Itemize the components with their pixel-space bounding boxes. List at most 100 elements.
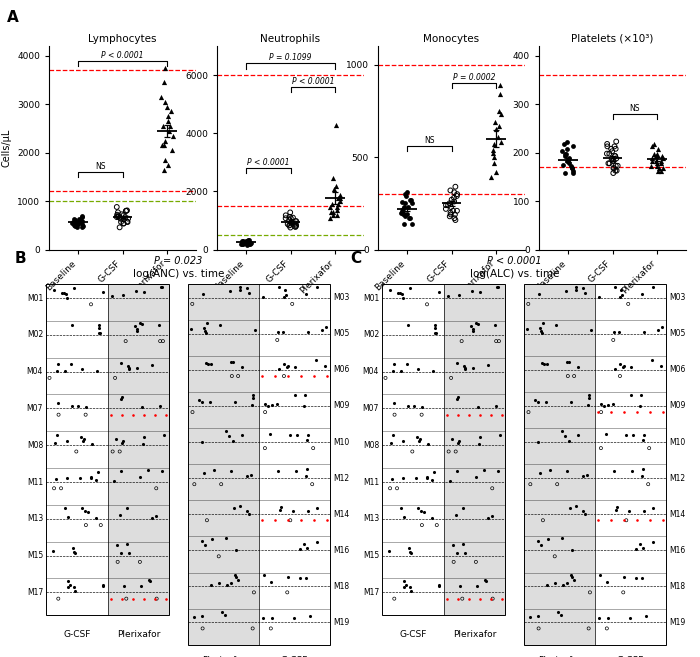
Point	[495, 109, 506, 120]
Text: M07: M07	[27, 404, 43, 413]
Point	[159, 62, 170, 73]
Point	[284, 220, 295, 231]
Title: Neutrophils: Neutrophils	[260, 34, 321, 44]
Point	[657, 151, 668, 162]
Point	[559, 168, 570, 178]
Point	[284, 219, 295, 230]
Point	[447, 206, 458, 216]
Point	[244, 235, 255, 245]
Point	[280, 213, 291, 223]
Title: Lymphocytes: Lymphocytes	[88, 34, 157, 44]
Point	[396, 206, 407, 216]
Point	[114, 212, 125, 223]
Point	[284, 214, 295, 225]
Point	[118, 210, 130, 221]
Point	[488, 158, 499, 168]
Point	[494, 89, 505, 99]
Point	[652, 160, 663, 171]
Text: M05: M05	[333, 329, 349, 338]
Point	[237, 237, 248, 247]
Point	[111, 212, 122, 223]
Point	[486, 172, 497, 183]
Point	[282, 219, 293, 229]
Point	[335, 193, 346, 203]
Point	[398, 219, 409, 229]
Point	[603, 158, 614, 169]
Text: M08: M08	[363, 441, 379, 450]
Point	[601, 139, 612, 149]
Point	[610, 151, 621, 162]
Text: Plerixafor: Plerixafor	[538, 656, 581, 657]
Point	[158, 164, 169, 175]
Point	[335, 196, 346, 206]
Point	[285, 207, 296, 217]
Point	[609, 141, 620, 152]
Point	[156, 140, 167, 150]
Point	[603, 148, 615, 159]
Point	[563, 153, 574, 164]
Point	[68, 220, 79, 231]
Point	[286, 217, 297, 227]
Text: M13: M13	[363, 514, 379, 524]
Point	[651, 148, 662, 159]
Point	[608, 168, 619, 178]
Point	[69, 218, 80, 229]
Point	[120, 212, 131, 223]
Text: M10: M10	[333, 438, 349, 447]
Point	[561, 136, 573, 147]
Point	[285, 217, 296, 228]
Point	[164, 121, 176, 131]
Point	[445, 202, 456, 212]
Point	[244, 237, 255, 248]
Text: NS: NS	[424, 136, 435, 145]
Point	[76, 210, 88, 221]
Point	[160, 97, 171, 107]
Point	[652, 143, 664, 154]
Point	[648, 148, 659, 159]
Text: M16: M16	[333, 546, 349, 555]
Point	[401, 187, 412, 198]
Point	[610, 166, 621, 176]
Point	[496, 137, 507, 148]
Point	[240, 236, 251, 246]
Point	[334, 190, 345, 200]
Point	[562, 156, 573, 166]
Title: Platelets (×10³): Platelets (×10³)	[571, 34, 654, 44]
Point	[561, 156, 573, 166]
Point	[494, 106, 505, 116]
Point	[235, 239, 246, 250]
Point	[332, 210, 343, 221]
Point	[400, 189, 411, 199]
Point	[606, 153, 617, 164]
Point	[121, 216, 132, 227]
Point	[657, 163, 668, 173]
Point	[290, 218, 301, 229]
Point	[564, 158, 575, 169]
Point	[116, 214, 127, 224]
Point	[162, 111, 174, 122]
Text: log(ALC) vs. time: log(ALC) vs. time	[470, 269, 559, 279]
Point	[325, 201, 336, 212]
Point	[76, 212, 88, 222]
Text: M01: M01	[27, 294, 43, 303]
Text: G-CSF: G-CSF	[63, 630, 90, 639]
Text: M11: M11	[363, 478, 379, 487]
Point	[122, 217, 133, 227]
Point	[444, 198, 455, 209]
Point	[489, 117, 500, 127]
Point	[116, 217, 127, 227]
Point	[400, 198, 411, 209]
Text: P = 0.1099: P = 0.1099	[270, 53, 312, 62]
Point	[241, 239, 252, 250]
Text: M09: M09	[669, 401, 685, 411]
Point	[167, 131, 178, 141]
Point	[111, 202, 122, 212]
Point	[450, 215, 461, 225]
Point	[120, 206, 132, 216]
Point	[165, 106, 176, 117]
Point	[608, 163, 620, 173]
Point	[491, 124, 502, 135]
Point	[489, 152, 500, 162]
Text: M19: M19	[669, 618, 685, 627]
Point	[442, 200, 454, 210]
